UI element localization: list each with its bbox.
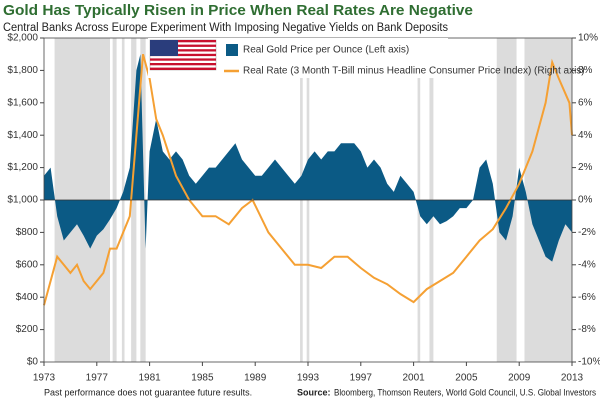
y-tick-label: $600 (16, 259, 39, 270)
x-tick-label: 2005 (455, 373, 478, 384)
footnote: Past performance does not guarantee futu… (44, 387, 252, 397)
chart-subtitle: Central Banks Across Europe Experiment W… (3, 22, 448, 34)
x-tick-label: 2009 (508, 373, 531, 384)
gold-area (44, 54, 572, 262)
x-tick-label: 1981 (138, 373, 161, 384)
y-tick-label: $1,000 (7, 195, 38, 206)
us-flag (149, 39, 217, 71)
y-tick-label: $200 (16, 324, 39, 335)
y2-tick-label: 8% (578, 65, 593, 76)
y2-tick-label: -4% (578, 259, 596, 270)
y2-tick-label: 6% (578, 97, 593, 108)
y2-tick-label: -2% (578, 227, 596, 238)
y2-tick-label: 10% (578, 33, 598, 44)
y2-tick-label: 2% (578, 162, 593, 173)
y2-tick-label: -10% (578, 357, 600, 368)
rate-line (43, 53, 573, 306)
y-tick-label: $2,000 (7, 33, 38, 44)
y2-tick-label: 4% (578, 130, 593, 141)
source-label: Source: (297, 387, 331, 397)
chart-title: Gold Has Typically Risen in Price When R… (3, 2, 473, 19)
legend-swatch (226, 44, 238, 56)
legend-label: Real Rate (3 Month T-Bill minus Headline… (243, 66, 585, 77)
x-tick-label: 2001 (402, 373, 425, 384)
plot-area: $0 $200 $400 $600 $800 $1,000 $1,200 $1,400 $1,6… (7, 33, 600, 384)
x-tick-label: 1989 (244, 373, 267, 384)
y-tick-label: $1,200 (7, 162, 38, 173)
legend-label: Real Gold Price per Ounce (Left axis) (243, 45, 409, 56)
y-tick-label: $1,400 (7, 130, 38, 141)
y2-tick-label: -6% (578, 292, 596, 303)
y-tick-label: $800 (16, 227, 39, 238)
legend: Real Gold Price per Ounce (Left axis) Re… (148, 38, 585, 78)
y2-tick-label: -8% (578, 324, 596, 335)
x-tick-label: 1993 (297, 373, 320, 384)
source: Bloomberg, Thomson Reuters, World Gold C… (334, 387, 596, 397)
y-tick-label: $0 (27, 357, 39, 368)
x-tick-label: 1985 (191, 373, 214, 384)
y-tick-label: $1,800 (7, 65, 38, 76)
x-tick-label: 1997 (350, 373, 373, 384)
x-tick-label: 1973 (33, 373, 56, 384)
x-tick-label: 1977 (86, 373, 109, 384)
y-tick-label: $1,600 (7, 97, 38, 108)
y-tick-label: $400 (16, 292, 39, 303)
y2-tick-label: 0% (578, 195, 593, 206)
x-tick-label: 2013 (561, 373, 584, 384)
